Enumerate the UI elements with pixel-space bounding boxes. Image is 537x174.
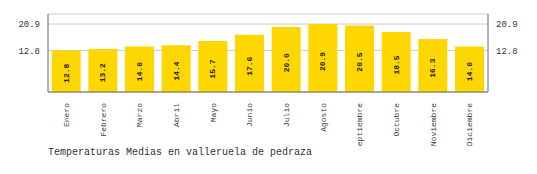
svg-text:20.0: 20.0: [282, 53, 291, 72]
svg-text:15.7: 15.7: [208, 59, 217, 78]
svg-text:Agosto: Agosto: [319, 103, 328, 132]
svg-text:17.6: 17.6: [245, 56, 254, 75]
svg-text:20.9: 20.9: [496, 20, 518, 30]
svg-text:20.9: 20.9: [18, 20, 40, 30]
svg-text:Septiembre: Septiembre: [355, 103, 364, 146]
svg-text:12.8: 12.8: [62, 63, 71, 82]
svg-text:Mayo: Mayo: [209, 103, 218, 122]
svg-text:Octubre: Octubre: [392, 103, 401, 137]
svg-text:12.8: 12.8: [18, 47, 40, 57]
svg-text:Noviembre: Noviembre: [429, 103, 438, 146]
svg-text:20.9: 20.9: [318, 52, 327, 71]
svg-text:Diciembre: Diciembre: [465, 103, 474, 146]
svg-text:18.5: 18.5: [392, 55, 401, 74]
svg-text:Marzo: Marzo: [135, 103, 144, 127]
svg-text:14.0: 14.0: [135, 62, 144, 81]
svg-text:12.8: 12.8: [496, 47, 518, 57]
svg-text:Abril: Abril: [172, 103, 181, 127]
svg-text:14.4: 14.4: [172, 61, 181, 80]
html-text:Temperaturas Medias en valleru: Temperaturas Medias en valleruela de ped…: [48, 147, 312, 158]
svg-text:Enero: Enero: [62, 103, 71, 127]
svg-text:14.0: 14.0: [465, 62, 474, 81]
svg-text:16.3: 16.3: [428, 58, 437, 77]
svg-text:Julio: Julio: [282, 103, 291, 127]
svg-text:Febrero: Febrero: [99, 103, 108, 137]
svg-text:Junio: Junio: [245, 103, 254, 127]
svg-text:20.5: 20.5: [355, 52, 364, 71]
svg-text:13.2: 13.2: [98, 63, 107, 82]
